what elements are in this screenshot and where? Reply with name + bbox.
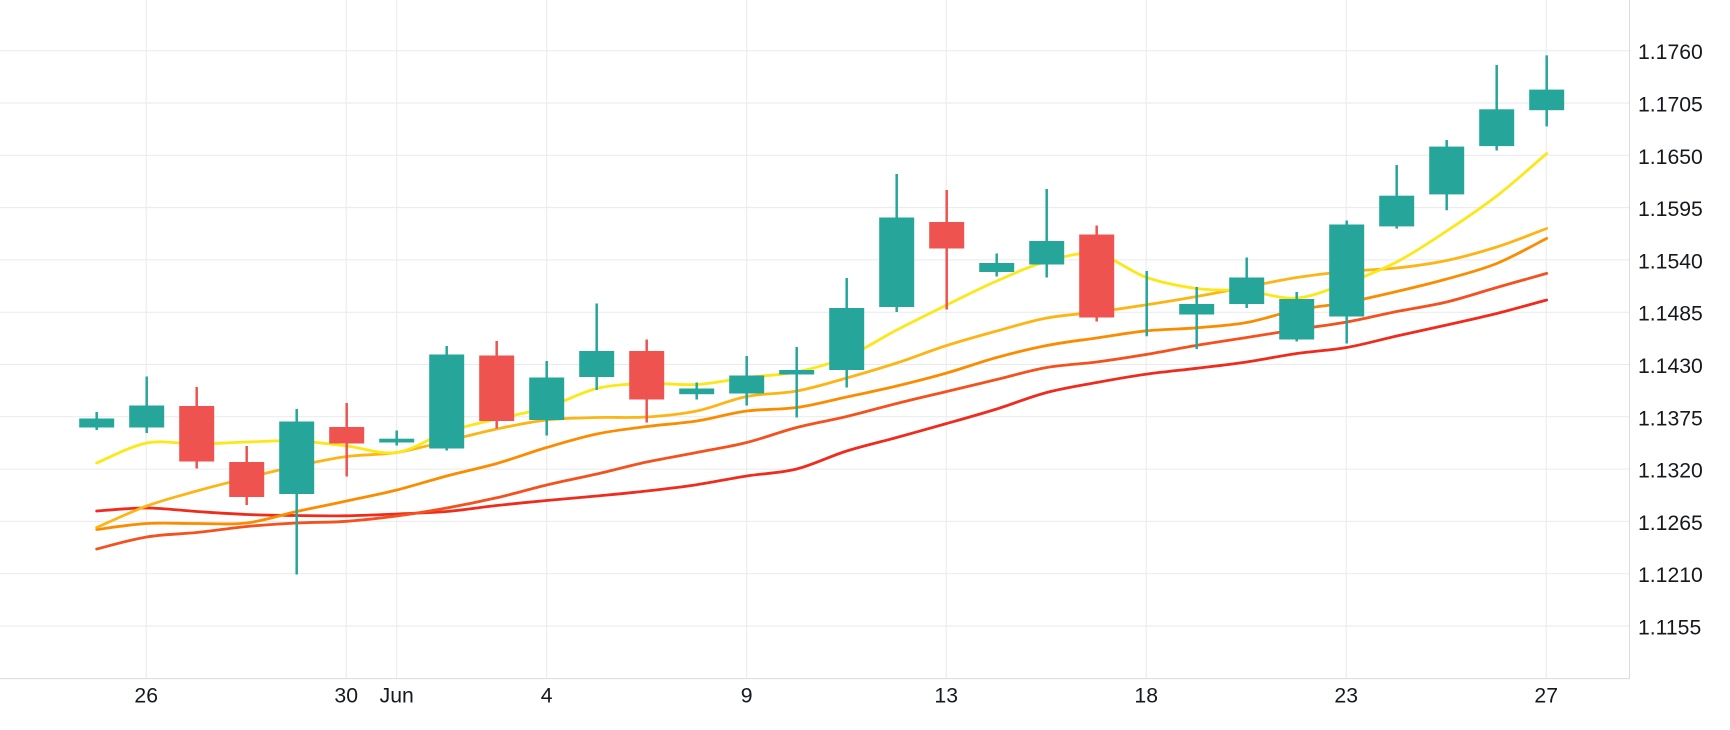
svg-text:1.1210: 1.1210 (1638, 564, 1703, 587)
svg-text:1.1375: 1.1375 (1638, 407, 1703, 430)
svg-text:18: 18 (1134, 684, 1158, 707)
svg-text:1.1540: 1.1540 (1638, 250, 1703, 273)
svg-text:13: 13 (934, 684, 958, 707)
svg-text:30: 30 (334, 684, 358, 707)
svg-text:1.1265: 1.1265 (1638, 512, 1703, 535)
svg-text:4: 4 (541, 684, 553, 707)
svg-text:27: 27 (1534, 684, 1558, 707)
svg-text:1.1430: 1.1430 (1638, 355, 1703, 378)
svg-text:23: 23 (1334, 684, 1358, 707)
svg-text:1.1760: 1.1760 (1638, 41, 1703, 64)
svg-text:1.1595: 1.1595 (1638, 198, 1703, 221)
svg-text:Jun: Jun (380, 684, 414, 707)
svg-text:1.1155: 1.1155 (1638, 617, 1701, 640)
svg-text:1.1320: 1.1320 (1638, 460, 1703, 483)
svg-text:9: 9 (741, 684, 753, 707)
svg-text:1.1650: 1.1650 (1638, 146, 1703, 169)
svg-text:1.1485: 1.1485 (1638, 303, 1703, 326)
svg-text:1.1705: 1.1705 (1638, 94, 1703, 117)
svg-text:26: 26 (134, 684, 158, 707)
